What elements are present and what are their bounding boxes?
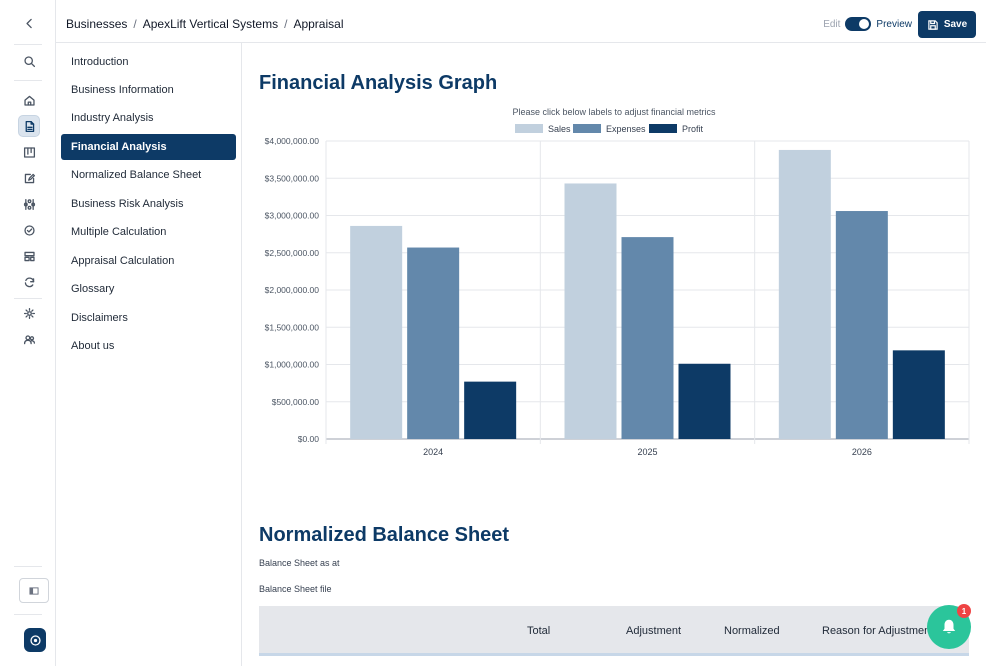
- y-tick-label: $1,500,000.00: [265, 322, 320, 332]
- save-button-label: Save: [943, 19, 968, 30]
- document-icon[interactable]: [18, 115, 40, 137]
- save-icon: [928, 19, 938, 30]
- column-header-total: Total: [527, 625, 551, 637]
- x-tick-label: 2024: [423, 447, 443, 457]
- y-tick-label: $2,500,000.00: [265, 248, 320, 258]
- legend-label-sales[interactable]: Sales: [548, 124, 571, 134]
- legend-swatch-expenses[interactable]: [573, 124, 601, 133]
- toc-business-information[interactable]: Business Information: [71, 84, 174, 96]
- mode-switch: Edit Preview: [823, 17, 912, 31]
- bar-sales-2025[interactable]: [564, 183, 617, 439]
- bar-expenses-2026[interactable]: [835, 211, 888, 439]
- balance-sheet-title: Normalized Balance Sheet: [259, 524, 510, 546]
- chart-subtitle: Please click below labels to adjust fina…: [512, 107, 716, 117]
- toc-multiple-calculation[interactable]: Multiple Calculation: [71, 226, 167, 238]
- toggle-knob: [859, 19, 870, 29]
- breadcrumb: Businesses / ApexLift Vertical Systems /…: [66, 17, 343, 31]
- settings-icon[interactable]: [18, 302, 40, 324]
- balance-sheet-as-at-label: Balance Sheet as at: [259, 558, 340, 568]
- refresh-icon[interactable]: [18, 271, 40, 293]
- x-tick-label: 2025: [637, 447, 657, 457]
- bar-expenses-2024[interactable]: [407, 247, 460, 439]
- financial-chart: Please click below labels to adjust fina…: [242, 99, 986, 469]
- section-navigation: Introduction Business Information Indust…: [56, 43, 242, 666]
- legend-swatch-sales[interactable]: [515, 124, 543, 133]
- rail-divider: [14, 566, 42, 567]
- y-tick-label: $500,000.00: [272, 397, 320, 407]
- home-icon[interactable]: [18, 89, 40, 111]
- bar-sales-2024[interactable]: [350, 225, 403, 439]
- y-tick-label: $3,000,000.00: [265, 211, 320, 221]
- toc-disclaimers[interactable]: Disclaimers: [71, 312, 128, 324]
- main-content: Financial Analysis Graph Please click be…: [242, 43, 986, 666]
- notification-count-badge: 1: [957, 604, 971, 618]
- breadcrumb-separator: /: [284, 17, 288, 31]
- rail-divider: [14, 298, 42, 299]
- toc-appraisal-calculation[interactable]: Appraisal Calculation: [71, 255, 175, 267]
- bar-expenses-2025[interactable]: [621, 237, 674, 439]
- users-icon[interactable]: [18, 328, 40, 350]
- edit-icon[interactable]: [18, 167, 40, 189]
- balance-sheet-table-header: Total Adjustment Normalized Reason for A…: [259, 606, 969, 656]
- bar-profit-2026[interactable]: [892, 350, 945, 439]
- x-tick-label: 2026: [852, 447, 872, 457]
- toc-introduction[interactable]: Introduction: [71, 56, 129, 68]
- column-header-adjustment: Adjustment: [626, 625, 682, 637]
- bar-profit-2024[interactable]: [464, 381, 517, 439]
- preview-mode-label: Preview: [876, 18, 912, 30]
- y-tick-label: $4,000,000.00: [265, 136, 320, 146]
- y-tick-label: $3,500,000.00: [265, 173, 320, 183]
- check-circle-icon[interactable]: [18, 219, 40, 241]
- legend-swatch-profit[interactable]: [649, 124, 677, 133]
- search-icon[interactable]: [18, 50, 40, 72]
- breadcrumb-separator: /: [133, 17, 137, 31]
- toc-glossary[interactable]: Glossary: [71, 283, 115, 295]
- kanban-icon[interactable]: [18, 141, 40, 163]
- toc-financial-analysis[interactable]: Financial Analysis: [61, 134, 236, 160]
- financial-analysis-title: Financial Analysis Graph: [259, 72, 498, 94]
- bar-sales-2026[interactable]: [778, 149, 831, 439]
- chevron-left-icon[interactable]: [18, 12, 40, 34]
- legend-label-expenses[interactable]: Expenses: [606, 124, 646, 134]
- bar-profit-2025[interactable]: [678, 363, 731, 439]
- toc-normalized-balance-sheet[interactable]: Normalized Balance Sheet: [71, 169, 202, 181]
- financial-chart-svg: Please click below labels to adjust fina…: [265, 107, 970, 457]
- layout-icon[interactable]: [18, 245, 40, 267]
- column-header-normalized: Normalized: [724, 625, 780, 637]
- icon-rail: [0, 0, 56, 666]
- breadcrumb-current: Appraisal: [293, 17, 344, 31]
- y-tick-label: $1,000,000.00: [265, 360, 320, 370]
- bell-icon: [942, 619, 956, 634]
- save-button[interactable]: Save: [918, 11, 976, 38]
- rail-divider: [14, 614, 42, 615]
- y-tick-label: $2,000,000.00: [265, 285, 320, 295]
- top-bar: Businesses / ApexLift Vertical Systems /…: [56, 0, 986, 43]
- rail-divider: [14, 80, 42, 81]
- legend-label-profit[interactable]: Profit: [682, 124, 704, 134]
- app-logo-icon[interactable]: [24, 628, 46, 652]
- preview-toggle[interactable]: [845, 17, 872, 31]
- balance-sheet-file-label: Balance Sheet file: [259, 584, 332, 594]
- breadcrumb-businesses[interactable]: Businesses: [66, 17, 128, 31]
- toc-industry-analysis[interactable]: Industry Analysis: [71, 112, 154, 124]
- panel-icon: [29, 586, 39, 595]
- edit-mode-label: Edit: [823, 18, 841, 30]
- y-tick-label: $0.00: [298, 434, 320, 444]
- toc-about-us[interactable]: About us: [71, 340, 115, 352]
- column-header-reason: Reason for Adjustment: [822, 625, 930, 637]
- network-icon[interactable]: [18, 193, 40, 215]
- rail-divider: [14, 44, 42, 45]
- breadcrumb-business[interactable]: ApexLift Vertical Systems: [142, 17, 279, 31]
- toc-business-risk-analysis[interactable]: Business Risk Analysis: [71, 198, 184, 210]
- collapse-panel-button[interactable]: [19, 578, 49, 603]
